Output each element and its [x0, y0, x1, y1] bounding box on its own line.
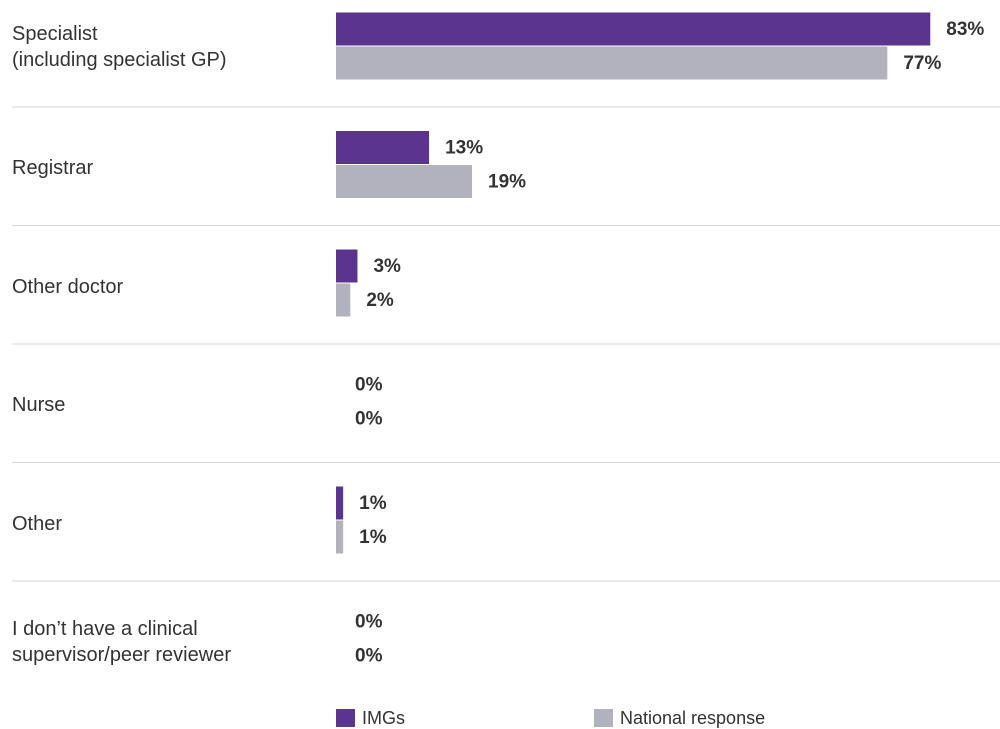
- category-label: Other doctor: [12, 275, 124, 298]
- category-label: Specialist (including specialist GP): [12, 22, 227, 71]
- legend-swatch: [594, 709, 613, 727]
- value-label: 3%: [373, 256, 401, 277]
- value-label: 83%: [946, 19, 984, 40]
- value-label: 0%: [355, 646, 383, 667]
- category-label: I don’t have a clinical supervisor/peer …: [12, 618, 231, 666]
- legend-label: IMGs: [362, 708, 405, 728]
- value-label: 1%: [359, 527, 387, 548]
- category-label: Other: [12, 512, 63, 535]
- bar: [336, 165, 473, 198]
- value-label: 0%: [355, 409, 383, 430]
- bar: [336, 283, 351, 317]
- bar: [336, 12, 931, 46]
- category-label: Registrar: [12, 157, 94, 179]
- legend-label: National response: [620, 708, 765, 728]
- value-label: 19%: [488, 172, 526, 193]
- value-label: 13%: [445, 138, 483, 159]
- bar: [336, 486, 344, 520]
- value-label: 77%: [903, 53, 941, 74]
- value-label: 1%: [359, 493, 387, 514]
- category-label: Nurse: [12, 394, 66, 416]
- bar: [336, 520, 344, 554]
- legend-swatch: [336, 709, 355, 727]
- bar: [336, 131, 430, 164]
- bar: [336, 249, 358, 283]
- value-label: 0%: [355, 612, 383, 633]
- bar: [336, 46, 888, 80]
- value-label: 0%: [355, 375, 383, 396]
- value-label: 2%: [366, 290, 394, 311]
